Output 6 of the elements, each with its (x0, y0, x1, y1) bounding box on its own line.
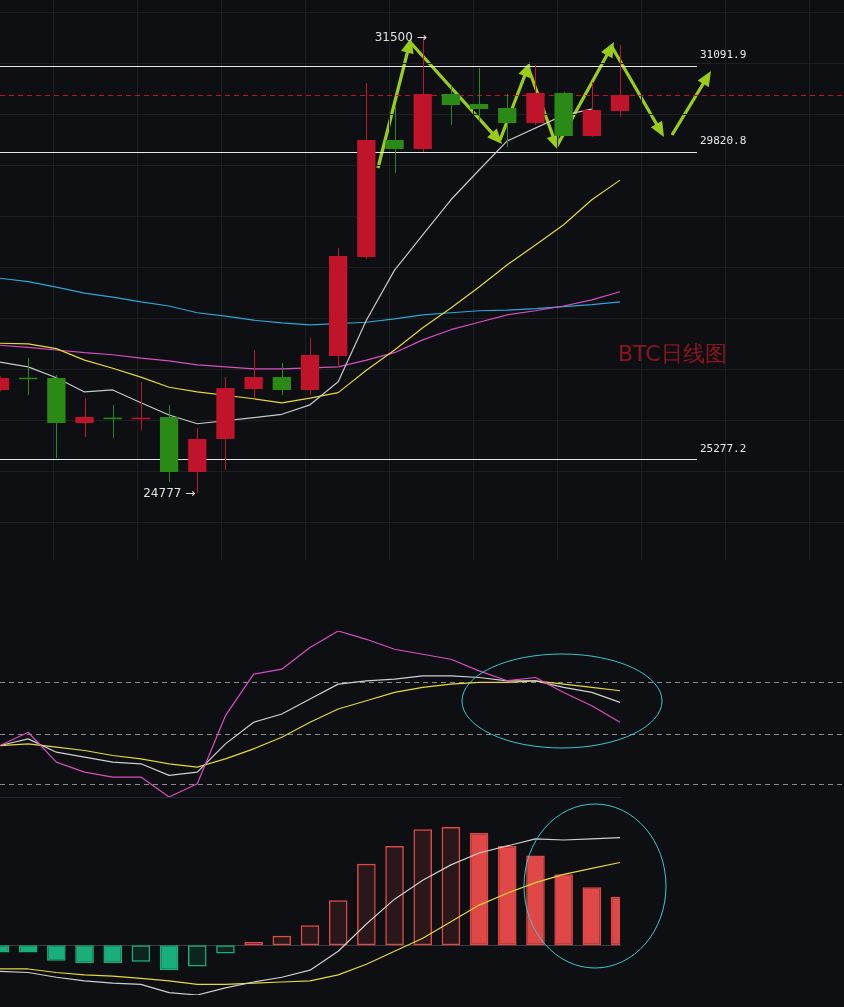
ref-line-label: 31091.9 (700, 47, 747, 61)
annotation: 31500 → (374, 30, 427, 45)
annotation: 24777 → (143, 486, 196, 501)
ref-line-label: 29820.8 (700, 134, 747, 147)
ref-line-label: 25277.2 (700, 441, 747, 455)
annotation: BTC日线图 (618, 340, 727, 366)
